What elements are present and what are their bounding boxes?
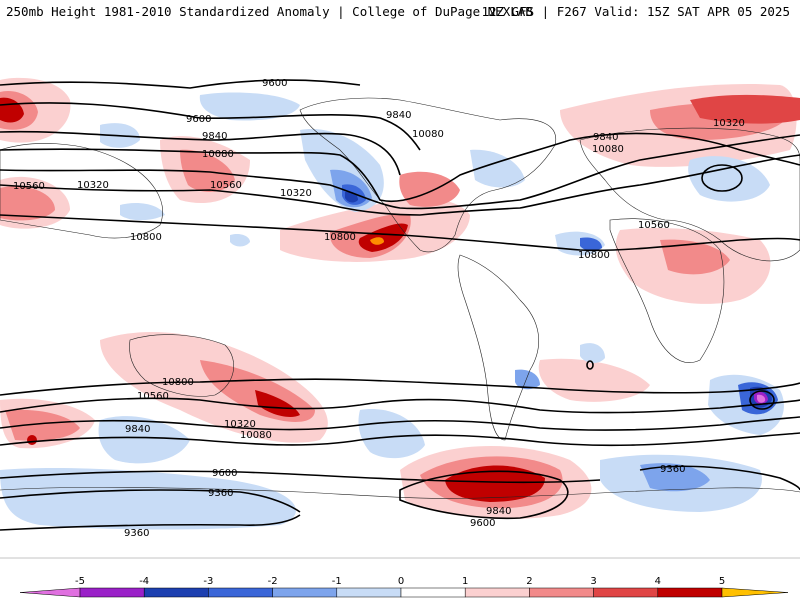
colorbar-tick-label: 0 xyxy=(398,576,404,587)
contour-label: 10080 xyxy=(240,430,272,441)
colorbar-tick-label: 4 xyxy=(655,576,661,587)
contour-label: 10320 xyxy=(77,180,109,191)
contour-label: 10320 xyxy=(713,118,745,129)
colorbar-tick-label: 3 xyxy=(590,576,596,587)
colorbar-segment xyxy=(143,587,209,598)
contour-label: 9840 xyxy=(125,424,150,435)
colorbar-segment xyxy=(657,587,723,598)
colorbar-segment xyxy=(400,587,466,598)
colorbar-right-arrow xyxy=(721,587,789,598)
contour-label: 9840 xyxy=(386,110,411,121)
contour-label: 9600 xyxy=(470,518,495,529)
contour-label: 10080 xyxy=(412,129,444,140)
model-run-info: 12Z GFS | F267 Valid: 15Z SAT APR 05 202… xyxy=(481,4,790,19)
contour-label: 10080 xyxy=(592,144,624,155)
colorbar-tick-label: -4 xyxy=(139,576,149,587)
colorbar-left-arrow xyxy=(19,587,81,598)
colorbar-tick-label: -3 xyxy=(203,576,213,587)
contour-label: 10560 xyxy=(210,180,242,191)
contour-label: 10560 xyxy=(13,181,45,192)
contour-label: 9840 xyxy=(202,131,227,142)
colorbar-segment xyxy=(272,587,338,598)
contour-label: 10800 xyxy=(130,232,162,243)
colorbar-tick-label: -5 xyxy=(75,576,85,587)
contour-label: 10560 xyxy=(638,220,670,231)
colorbar-tick-label: 1 xyxy=(462,576,468,587)
colorbar-segment xyxy=(208,587,273,598)
contour-label: 9600 xyxy=(262,78,287,89)
colorbar-segment xyxy=(336,587,402,598)
contour-label: 10320 xyxy=(280,188,312,199)
colorbar-segment xyxy=(464,587,530,598)
colorbar-segment xyxy=(79,587,145,598)
contour-label: 9360 xyxy=(660,464,685,475)
negative-anomaly-shading xyxy=(0,92,784,530)
contour-label: 9600 xyxy=(212,468,237,479)
colorbar-tick-label: -2 xyxy=(268,576,278,587)
contour-label: 9600 xyxy=(186,114,211,125)
contour-label: 10320 xyxy=(224,419,256,430)
height-contours xyxy=(0,79,800,531)
contour-label: 10800 xyxy=(324,232,356,243)
colorbar-tick-label: 2 xyxy=(526,576,532,587)
coastlines xyxy=(0,97,800,499)
contour-label-layer: 9600 9600 9840 10080 10320 10560 10800 9… xyxy=(13,78,745,539)
contour-label: 10080 xyxy=(202,149,234,160)
colorbar-segments xyxy=(19,587,789,598)
map-title: 250mb Height 1981-2010 Standardized Anom… xyxy=(6,4,533,19)
contour-label: 9360 xyxy=(124,528,149,539)
contour-label: 10560 xyxy=(137,391,169,402)
colorbar-ticks: -5 -4 -3 -2 -1 0 1 2 3 4 5 xyxy=(75,576,725,587)
colorbar-tick-label: -1 xyxy=(332,576,342,587)
contour-label: 10800 xyxy=(578,250,610,261)
contour-label: 9360 xyxy=(208,488,233,499)
colorbar-segment xyxy=(529,587,594,598)
contour-label: 10800 xyxy=(162,377,194,388)
contour-label: 9840 xyxy=(593,132,618,143)
colorbar-segment xyxy=(593,587,659,598)
colorbar-tick-label: 5 xyxy=(719,576,725,587)
contour-label: 9840 xyxy=(486,506,511,517)
